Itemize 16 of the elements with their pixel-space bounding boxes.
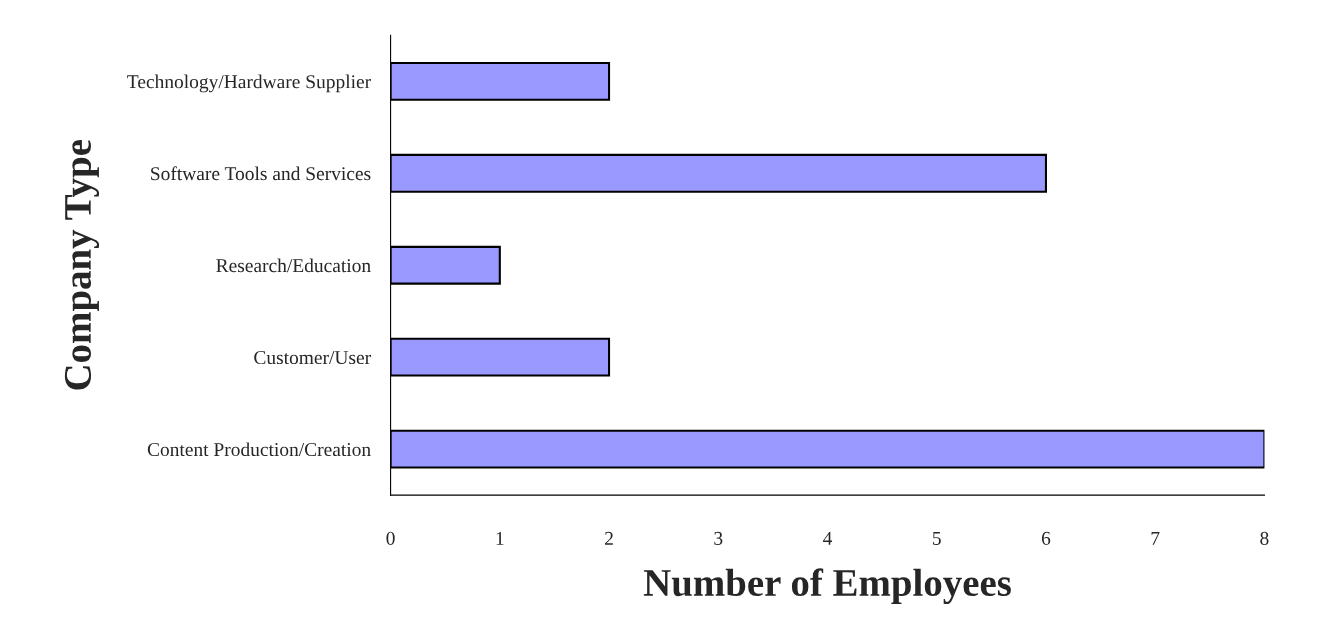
x-tick-label: 5 [933,531,941,545]
y-tick-label: Customer/User [254,351,371,365]
x-tick-label: 1 [496,531,504,545]
y-tick-label: Technology/Hardware Supplier [127,74,371,93]
y-axis-title: Company Type [64,139,100,390]
x-tick-label: 0 [386,531,395,545]
x-tick-label: 4 [823,531,833,545]
x-tick-label: 2 [605,531,613,545]
x-tick-label: 7 [1151,531,1160,545]
y-tick-label: Research/Education [216,258,371,273]
x-axis-title: Number of Employees [643,568,1011,605]
x-tick-label: 8 [1260,531,1269,545]
y-tick-label: Software Tools and Services [151,166,371,181]
x-tick-label: 6 [1041,531,1051,545]
y-tick-label: Content Production/Creation [147,442,371,457]
x-tick-label: 3 [714,531,723,545]
